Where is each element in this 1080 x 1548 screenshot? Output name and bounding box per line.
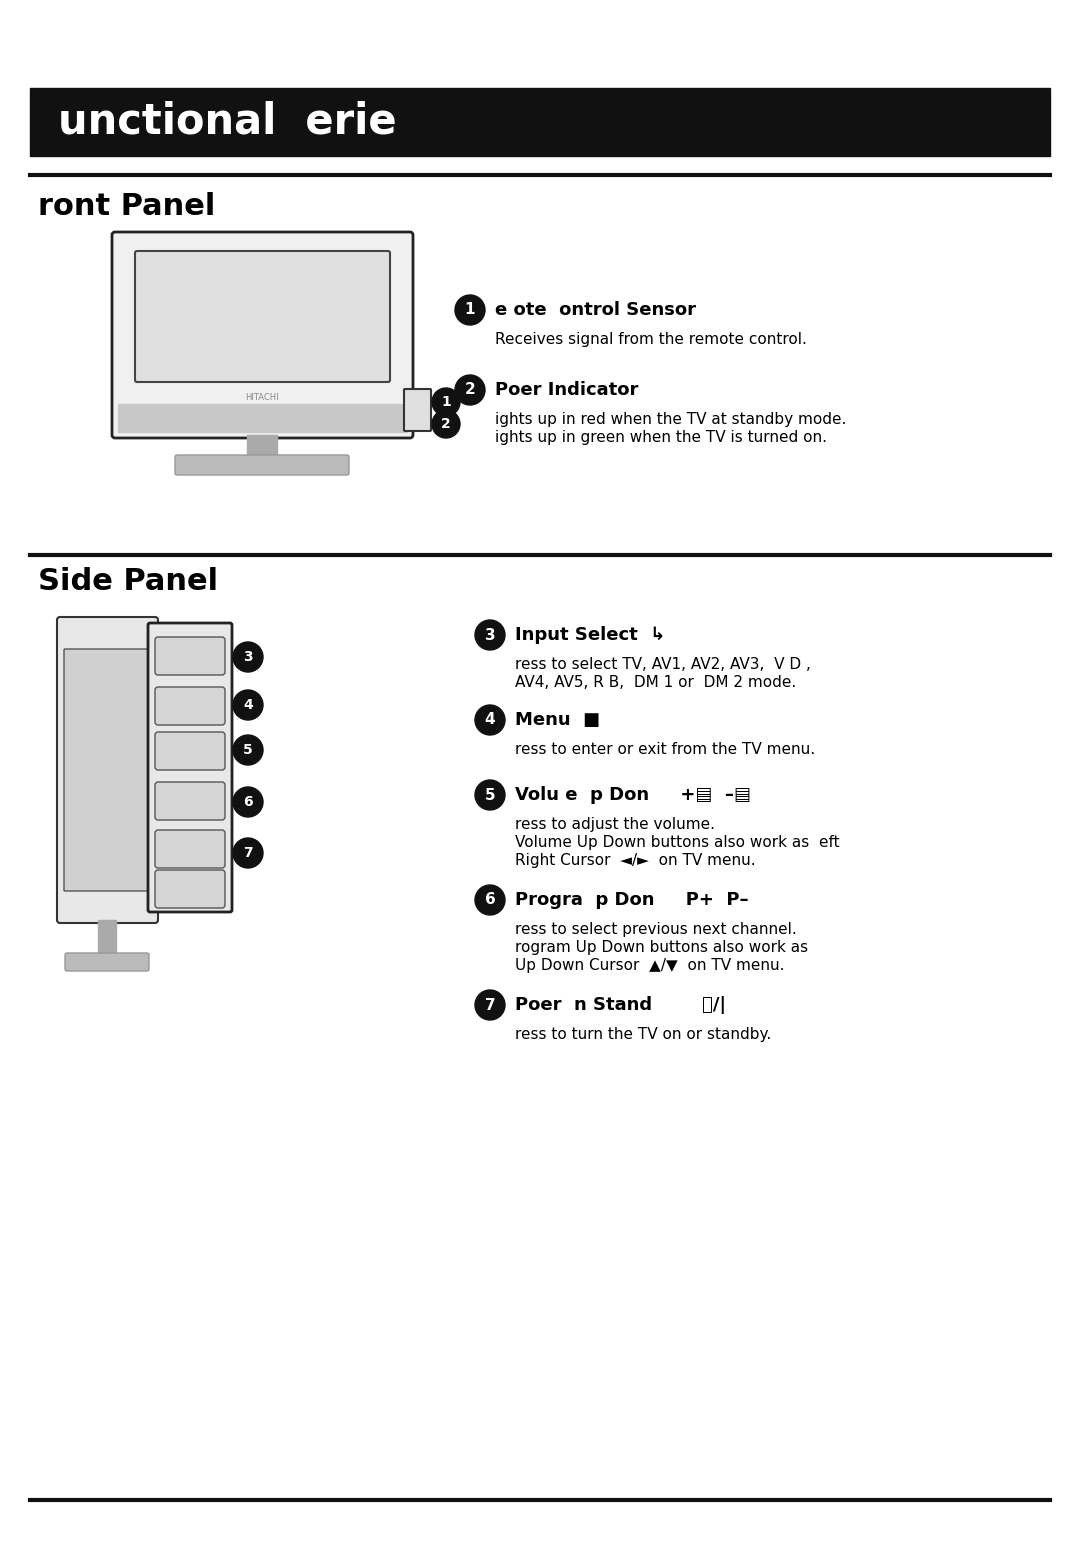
Bar bbox=[247, 435, 276, 457]
Text: 6: 6 bbox=[485, 893, 496, 907]
Text: Poer  n Stand        ⏻/|: Poer n Stand ⏻/| bbox=[515, 995, 726, 1014]
Text: 4: 4 bbox=[485, 712, 496, 728]
FancyBboxPatch shape bbox=[156, 636, 225, 675]
Text: Volu e  p Don     +▤  –▤: Volu e p Don +▤ –▤ bbox=[515, 786, 751, 803]
Text: ress to select previous next channel.: ress to select previous next channel. bbox=[515, 923, 797, 937]
Text: 4: 4 bbox=[243, 698, 253, 712]
Circle shape bbox=[233, 837, 264, 868]
Text: 1: 1 bbox=[464, 302, 475, 317]
Circle shape bbox=[475, 621, 505, 650]
Circle shape bbox=[455, 375, 485, 406]
Circle shape bbox=[233, 735, 264, 765]
Text: 5: 5 bbox=[243, 743, 253, 757]
Text: 2: 2 bbox=[464, 382, 475, 398]
FancyBboxPatch shape bbox=[156, 782, 225, 820]
FancyBboxPatch shape bbox=[57, 618, 158, 923]
Circle shape bbox=[475, 704, 505, 735]
Circle shape bbox=[233, 690, 264, 720]
Text: ress to enter or exit from the TV menu.: ress to enter or exit from the TV menu. bbox=[515, 741, 815, 757]
Circle shape bbox=[475, 991, 505, 1020]
Text: ress to turn the TV on or standby.: ress to turn the TV on or standby. bbox=[515, 1026, 771, 1042]
Bar bbox=[98, 920, 116, 955]
Text: AV4, AV5, R B,  DM 1 or  DM 2 mode.: AV4, AV5, R B, DM 1 or DM 2 mode. bbox=[515, 675, 796, 690]
FancyBboxPatch shape bbox=[112, 232, 413, 438]
Circle shape bbox=[233, 642, 264, 672]
Circle shape bbox=[475, 780, 505, 810]
Text: ights up in red when the TV at standby mode.: ights up in red when the TV at standby m… bbox=[495, 412, 847, 427]
FancyBboxPatch shape bbox=[135, 251, 390, 382]
Text: Menu  ■: Menu ■ bbox=[515, 711, 600, 729]
Text: ights up in green when the TV is turned on.: ights up in green when the TV is turned … bbox=[495, 430, 827, 444]
Text: Volume Up Down buttons also work as  eft: Volume Up Down buttons also work as eft bbox=[515, 834, 839, 850]
Text: 6: 6 bbox=[243, 796, 253, 810]
Text: e ote  ontrol Sensor: e ote ontrol Sensor bbox=[495, 300, 696, 319]
Text: 1: 1 bbox=[441, 395, 450, 409]
FancyBboxPatch shape bbox=[65, 954, 149, 971]
Text: HITACHI: HITACHI bbox=[245, 393, 279, 401]
Text: 3: 3 bbox=[485, 627, 496, 642]
Text: Input Select  ↳: Input Select ↳ bbox=[515, 625, 665, 644]
Text: ress to adjust the volume.: ress to adjust the volume. bbox=[515, 817, 715, 831]
Text: 3: 3 bbox=[243, 650, 253, 664]
Circle shape bbox=[455, 296, 485, 325]
Text: Right Cursor  ◄/►  on TV menu.: Right Cursor ◄/► on TV menu. bbox=[515, 853, 756, 868]
FancyBboxPatch shape bbox=[156, 687, 225, 724]
Text: 7: 7 bbox=[243, 847, 253, 861]
FancyBboxPatch shape bbox=[404, 389, 431, 430]
Circle shape bbox=[432, 389, 460, 416]
FancyBboxPatch shape bbox=[156, 830, 225, 868]
Text: Side Panel: Side Panel bbox=[38, 567, 218, 596]
Bar bbox=[118, 404, 407, 432]
Bar bbox=[30, 88, 1050, 156]
FancyBboxPatch shape bbox=[156, 870, 225, 909]
Text: Poer Indicator: Poer Indicator bbox=[495, 381, 638, 399]
Text: Up Down Cursor  ▲/▼  on TV menu.: Up Down Cursor ▲/▼ on TV menu. bbox=[515, 958, 784, 974]
Text: ront Panel: ront Panel bbox=[38, 192, 215, 221]
Text: unctional  erie: unctional erie bbox=[58, 101, 396, 142]
Text: ress to select TV, AV1, AV2, AV3,  V D ,: ress to select TV, AV1, AV2, AV3, V D , bbox=[515, 656, 811, 672]
Text: 7: 7 bbox=[485, 997, 496, 1012]
FancyBboxPatch shape bbox=[148, 622, 232, 912]
Text: 2: 2 bbox=[441, 416, 450, 430]
Circle shape bbox=[475, 885, 505, 915]
Text: 5: 5 bbox=[485, 788, 496, 802]
FancyBboxPatch shape bbox=[64, 649, 151, 892]
FancyBboxPatch shape bbox=[156, 732, 225, 769]
Circle shape bbox=[432, 410, 460, 438]
Text: Progra  p Don     P+  P–: Progra p Don P+ P– bbox=[515, 892, 748, 909]
Circle shape bbox=[233, 786, 264, 817]
FancyBboxPatch shape bbox=[175, 455, 349, 475]
Text: Receives signal from the remote control.: Receives signal from the remote control. bbox=[495, 331, 807, 347]
Text: rogram Up Down buttons also work as: rogram Up Down buttons also work as bbox=[515, 940, 808, 955]
